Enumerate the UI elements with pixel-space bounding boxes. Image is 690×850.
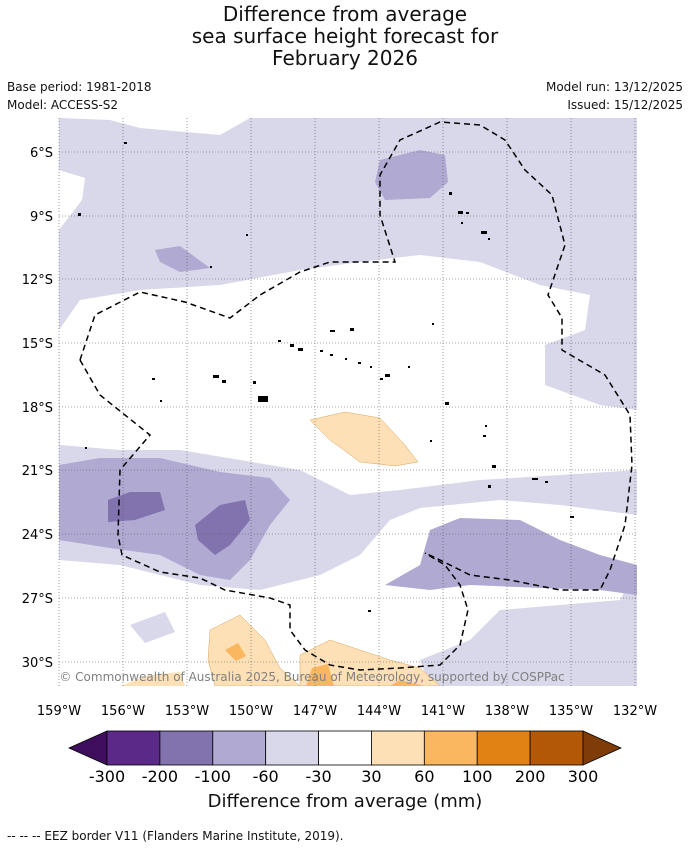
lon-label: 159°W bbox=[37, 704, 81, 719]
colorbar-tick: 30 bbox=[361, 767, 381, 786]
lat-label: 15°S bbox=[22, 337, 53, 352]
medium-purple-patch bbox=[155, 246, 210, 272]
orange-patch-2 bbox=[306, 664, 334, 686]
white-region-left bbox=[59, 170, 85, 230]
colorbar-tick: -30 bbox=[305, 767, 331, 786]
light-orange-south bbox=[207, 614, 301, 686]
light-purple-southeast bbox=[420, 600, 637, 686]
colorbar-segment bbox=[476, 730, 531, 766]
colorbar-segment bbox=[423, 730, 478, 766]
colorbar-tick: -200 bbox=[142, 767, 178, 786]
lat-label: 12°S bbox=[22, 273, 53, 288]
white-region-central bbox=[59, 255, 637, 495]
map-area bbox=[59, 118, 637, 686]
lon-label: 147°W bbox=[293, 704, 337, 719]
lat-label: 30°S bbox=[22, 656, 53, 671]
title-line-3: February 2026 bbox=[272, 46, 418, 70]
model-name: Model: ACCESS-S2 bbox=[7, 98, 119, 112]
colorbar-tick: -60 bbox=[253, 767, 279, 786]
base-period: Base period: 1981-2018 bbox=[7, 80, 152, 94]
medium-purple-north bbox=[375, 150, 448, 200]
graticule bbox=[58, 118, 637, 686]
lat-label: 24°S bbox=[22, 528, 53, 543]
colorbar-title: Difference from average (mm) bbox=[207, 791, 483, 812]
colorbar-tick: -100 bbox=[195, 767, 231, 786]
title-line-2: sea surface height forecast for bbox=[191, 24, 499, 48]
eez-border-west bbox=[79, 359, 469, 671]
lon-label: 135°W bbox=[549, 704, 593, 719]
colorbar-segment bbox=[265, 730, 319, 766]
eez-legend: -- -- -- EEZ border V11 (Flanders Marine… bbox=[7, 829, 344, 843]
lon-label: 144°W bbox=[357, 704, 401, 719]
lon-label: 138°W bbox=[485, 704, 529, 719]
lat-label: 6°S bbox=[30, 146, 53, 161]
colorbar-extend-high bbox=[582, 730, 622, 766]
colorbar-tick: 60 bbox=[414, 767, 434, 786]
colorbar-tick: -300 bbox=[89, 767, 125, 786]
meta-left: Base period: 1981-2018 Model: ACCESS-S2 bbox=[7, 78, 152, 114]
copyright-text: © Commonwealth of Australia 2025, Bureau… bbox=[59, 670, 564, 684]
lon-label: 153°W bbox=[165, 704, 209, 719]
dark-purple-west bbox=[108, 492, 165, 522]
orange-patch-3 bbox=[390, 680, 425, 686]
lat-label: 18°S bbox=[22, 401, 53, 416]
light-orange-southwest bbox=[120, 672, 185, 686]
longitude-labels: 159°W 156°W 153°W 150°W 147°W 144°W 141°W 138°W… bbox=[37, 704, 657, 719]
colorbar-segment bbox=[371, 730, 425, 766]
issued-date: Issued: 15/12/2025 bbox=[567, 98, 683, 112]
white-region-island bbox=[436, 275, 495, 318]
lon-label: 156°W bbox=[101, 704, 145, 719]
colorbar-tick: 100 bbox=[462, 767, 493, 786]
lon-label: 132°W bbox=[613, 704, 657, 719]
lon-label: 150°W bbox=[229, 704, 273, 719]
latitude-labels: 6°S 9°S 12°S 15°S 18°S 21°S 24°S 27°S 30°S bbox=[22, 146, 53, 671]
colorbar-segment bbox=[318, 730, 372, 766]
colorbar-tick-labels: -300 -200 -100 -60 -30 30 60 100 200 300 bbox=[89, 767, 598, 786]
light-orange-south-2 bbox=[299, 639, 441, 686]
colorbar-extend-low bbox=[68, 730, 108, 766]
colorbar-segment bbox=[529, 730, 584, 766]
colorbar-segment bbox=[212, 730, 267, 766]
lat-label: 27°S bbox=[22, 592, 53, 607]
model-run: Model run: 13/12/2025 bbox=[545, 80, 683, 94]
meta-right: Model run: 13/12/2025 Issued: 15/12/2025 bbox=[546, 78, 683, 114]
medium-purple-east bbox=[385, 518, 637, 595]
title-line-1: Difference from average bbox=[222, 2, 468, 26]
chart-title: Difference from average sea surface heig… bbox=[0, 3, 690, 69]
orange-patch-1 bbox=[225, 643, 246, 661]
lon-label: 141°W bbox=[421, 704, 465, 719]
colorbar bbox=[68, 730, 622, 766]
white-region-top bbox=[59, 118, 250, 135]
light-purple-patch-south bbox=[130, 612, 175, 643]
lat-label: 9°S bbox=[30, 210, 53, 225]
dark-purple-center bbox=[195, 500, 250, 555]
colorbar-segment bbox=[106, 730, 161, 766]
islands bbox=[78, 142, 574, 612]
colorbar-segment bbox=[159, 730, 214, 766]
medium-purple-west bbox=[59, 458, 290, 580]
eez-border-east bbox=[79, 121, 633, 591]
colorbar-tick: 300 bbox=[568, 767, 599, 786]
lat-label: 21°S bbox=[22, 464, 53, 479]
light-orange-central bbox=[309, 411, 419, 467]
colorbar-tick: 200 bbox=[515, 767, 546, 786]
